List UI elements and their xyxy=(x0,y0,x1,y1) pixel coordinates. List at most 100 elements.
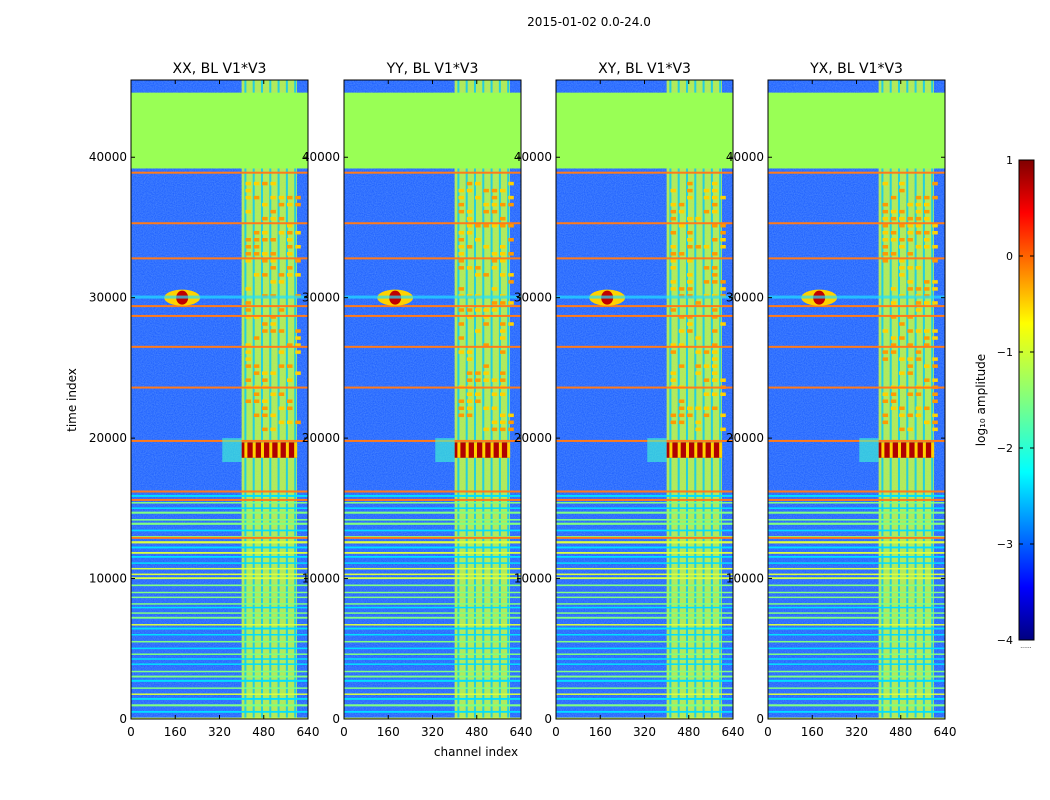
channel-column xyxy=(719,80,722,719)
channel-column xyxy=(269,80,272,719)
channel-hotspot xyxy=(695,371,701,375)
channel-column xyxy=(482,80,485,719)
channel-hotspot xyxy=(286,223,293,228)
bright-band-gap xyxy=(694,442,698,458)
channel-hotspot xyxy=(499,413,506,418)
orange-time-line xyxy=(344,536,521,539)
channel-hotspot xyxy=(687,230,693,235)
channel-hotspot xyxy=(295,350,301,354)
bright-band-gap xyxy=(881,442,885,458)
channel-hotspot xyxy=(295,371,301,375)
orange-time-line xyxy=(556,498,733,501)
y-tick-label: 20000 xyxy=(302,431,340,445)
channel-hotspot xyxy=(483,245,489,249)
orange-time-line xyxy=(556,305,733,308)
channel-hotspot xyxy=(262,378,268,382)
channel-hotspot xyxy=(270,216,276,221)
channel-hotspot xyxy=(466,315,473,319)
orange-time-line xyxy=(344,222,521,225)
channel-column xyxy=(881,80,884,719)
channel-hotspot xyxy=(499,259,506,263)
channel-hotspot xyxy=(262,237,268,242)
y-tick-label: 30000 xyxy=(302,291,340,305)
channel-hotspot xyxy=(253,364,260,368)
channel-hotspot xyxy=(670,216,677,221)
time-stripe xyxy=(131,658,308,660)
rfi-spike-line xyxy=(556,295,733,299)
channel-column xyxy=(507,80,510,719)
orange-time-line xyxy=(131,536,308,539)
channel-hotspot xyxy=(890,406,897,411)
channel-hotspot xyxy=(491,266,498,270)
channel-hotspot xyxy=(923,216,930,221)
channel-hotspot xyxy=(295,259,301,263)
channel-hotspot xyxy=(882,237,889,242)
channel-hotspot xyxy=(491,202,498,207)
channel-hotspot xyxy=(475,181,481,186)
channel-hotspot xyxy=(882,259,889,263)
panel-title: XY, BL V1*V3 xyxy=(598,61,691,77)
channel-hotspot xyxy=(711,329,718,333)
channel-hotspot xyxy=(270,315,276,319)
channel-hotspot xyxy=(483,209,489,214)
channel-hotspot xyxy=(915,413,922,418)
channel-hotspot xyxy=(670,245,677,249)
bright-band-gap xyxy=(465,442,469,458)
channel-hotspot xyxy=(720,223,726,228)
channel-hotspot xyxy=(899,322,905,326)
time-stripe xyxy=(131,603,308,605)
channel-hotspot xyxy=(270,237,276,242)
orange-time-line xyxy=(344,257,521,260)
time-stripe xyxy=(768,584,945,587)
channel-hotspot xyxy=(499,371,506,375)
time-stripe xyxy=(131,567,308,570)
flagged-region xyxy=(131,92,308,169)
x-tick-label: 640 xyxy=(297,725,320,739)
time-stripe xyxy=(344,647,521,650)
channel-hotspot xyxy=(703,195,710,200)
time-stripe xyxy=(344,502,521,504)
panels: XX, BL V1*V3 0 160 320 480 640 0 10000 20000 3000… xyxy=(89,61,957,739)
panel-2: YY, BL V1*V3 0 160 320 480 640 0 10000 20000 3000… xyxy=(302,61,533,739)
channel-hotspot xyxy=(687,287,693,291)
channel-hotspot xyxy=(262,202,268,207)
channel-hotspot xyxy=(670,259,677,263)
channel-hotspot xyxy=(923,230,930,235)
channel-hotspot xyxy=(458,230,465,235)
y-tick-label: 40000 xyxy=(514,150,552,164)
orange-time-line xyxy=(768,536,945,539)
channel-hotspot xyxy=(458,202,465,207)
time-stripe xyxy=(131,546,308,549)
channel-hotspot xyxy=(295,343,301,347)
channel-hotspot xyxy=(458,322,465,326)
channel-hotspot xyxy=(491,392,498,396)
channel-hotspot xyxy=(458,188,465,193)
y-tick-label: 10000 xyxy=(302,572,340,586)
channel-hotspot xyxy=(899,266,905,270)
channel-hotspot xyxy=(882,357,889,361)
channel-column xyxy=(473,80,476,719)
channel-hotspot xyxy=(890,336,897,340)
channel-hotspot xyxy=(245,378,252,382)
channel-hotspot xyxy=(711,202,718,207)
channel-hotspot xyxy=(915,202,922,207)
orange-time-line xyxy=(131,314,308,317)
channel-hotspot xyxy=(278,406,285,411)
channel-hotspot xyxy=(262,406,268,411)
time-stripe xyxy=(768,603,945,605)
channel-hotspot xyxy=(670,308,677,312)
channel-hotspot xyxy=(907,216,913,221)
panel-4: YX, BL V1*V3 0 160 320 480 640 0 10000 20000 3000… xyxy=(726,61,957,739)
channel-hotspot xyxy=(882,223,889,228)
time-stripe xyxy=(131,494,308,497)
channel-hotspot xyxy=(278,273,285,277)
channel-hotspot xyxy=(907,223,913,228)
orange-time-line xyxy=(344,498,521,501)
time-stripe xyxy=(131,616,308,619)
time-stripe xyxy=(344,511,521,514)
channel-hotspot xyxy=(508,195,514,200)
channel-hotspot xyxy=(262,259,268,263)
channel-hotspot xyxy=(262,181,268,186)
channel-hotspot xyxy=(882,181,889,186)
time-stripe xyxy=(768,675,945,678)
